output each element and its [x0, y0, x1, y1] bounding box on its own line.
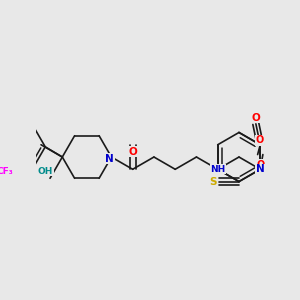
- Text: O: O: [128, 147, 137, 157]
- Text: N: N: [256, 164, 265, 174]
- Text: OH: OH: [38, 167, 53, 176]
- Text: S: S: [209, 177, 217, 187]
- Text: O: O: [257, 160, 265, 170]
- Text: NH: NH: [210, 165, 225, 174]
- Text: N: N: [105, 154, 114, 164]
- Text: CF₃: CF₃: [0, 167, 14, 176]
- Text: O: O: [255, 135, 263, 146]
- Text: O: O: [251, 113, 260, 123]
